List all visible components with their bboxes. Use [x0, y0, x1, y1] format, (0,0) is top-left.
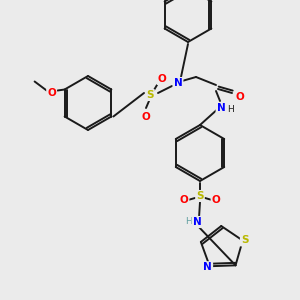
Text: O: O [236, 92, 244, 102]
Text: S: S [196, 191, 204, 201]
Text: S: S [146, 90, 154, 100]
Text: N: N [174, 78, 182, 88]
Text: N: N [193, 217, 201, 227]
Text: H: H [226, 106, 233, 115]
Text: N: N [217, 103, 225, 113]
Text: N: N [203, 262, 212, 272]
Text: O: O [142, 112, 150, 122]
Text: O: O [158, 74, 166, 84]
Text: O: O [180, 195, 188, 205]
Text: O: O [212, 195, 220, 205]
Text: S: S [241, 236, 248, 245]
Text: O: O [47, 88, 56, 98]
Text: H: H [184, 218, 191, 226]
